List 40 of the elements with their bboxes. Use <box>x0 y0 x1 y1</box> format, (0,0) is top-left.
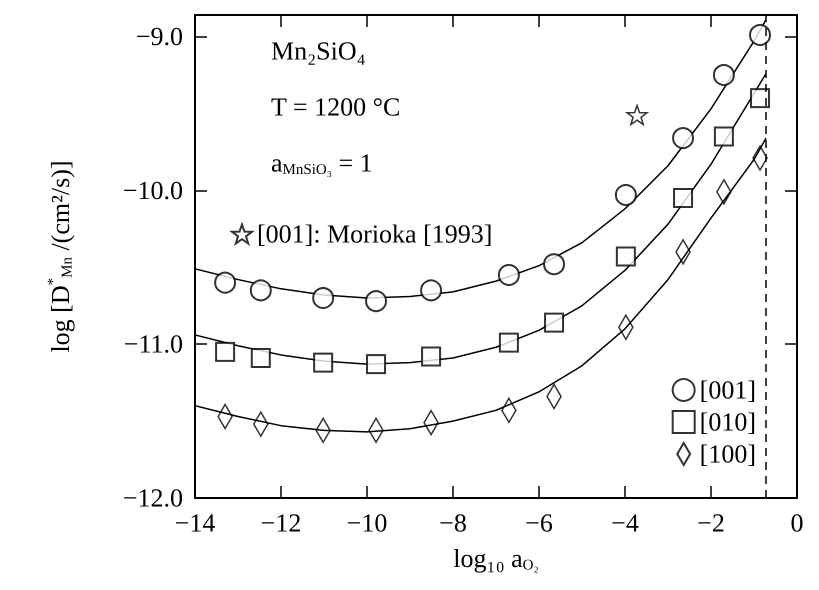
point <box>749 24 772 46</box>
legend-label: [001] <box>700 376 756 404</box>
point <box>616 246 636 266</box>
point <box>712 64 735 86</box>
x-tick-label: 0 <box>790 508 804 538</box>
point <box>750 88 770 108</box>
point <box>421 346 442 366</box>
point <box>614 184 637 206</box>
y-axis-title: log [D*Mn /(cm²/s)] <box>46 160 76 353</box>
x-tick-label: −4 <box>611 508 639 538</box>
point <box>215 342 236 362</box>
point <box>214 272 236 294</box>
legend-label: [100] <box>700 440 756 468</box>
point <box>365 290 388 312</box>
x-tick-label: −2 <box>697 508 725 538</box>
y-tick-label: −10.0 <box>122 176 183 205</box>
point <box>714 126 734 147</box>
annotation: Mn₂SiO₄ <box>271 36 366 66</box>
x-tick-label: −6 <box>525 508 553 538</box>
y-tick-label: −9.0 <box>136 22 183 52</box>
legend-label: [001]: Morioka [1993] <box>257 220 492 248</box>
point <box>366 354 386 374</box>
x-tick-label: −10 <box>346 508 388 538</box>
legend-label: [010] <box>700 408 756 436</box>
point <box>544 312 564 333</box>
point <box>672 127 694 150</box>
point <box>626 104 648 126</box>
point <box>250 279 272 302</box>
point <box>420 279 442 302</box>
point <box>543 253 566 276</box>
point <box>673 188 694 208</box>
annotation: T = 1200 °C <box>271 92 400 122</box>
point <box>313 352 334 373</box>
point <box>498 264 520 286</box>
y-tick-label: −11.0 <box>124 330 183 359</box>
point <box>498 332 519 353</box>
point <box>250 348 271 368</box>
point <box>312 287 334 310</box>
x-tick-label: −8 <box>439 508 467 538</box>
x-tick-label: −12 <box>260 508 302 538</box>
